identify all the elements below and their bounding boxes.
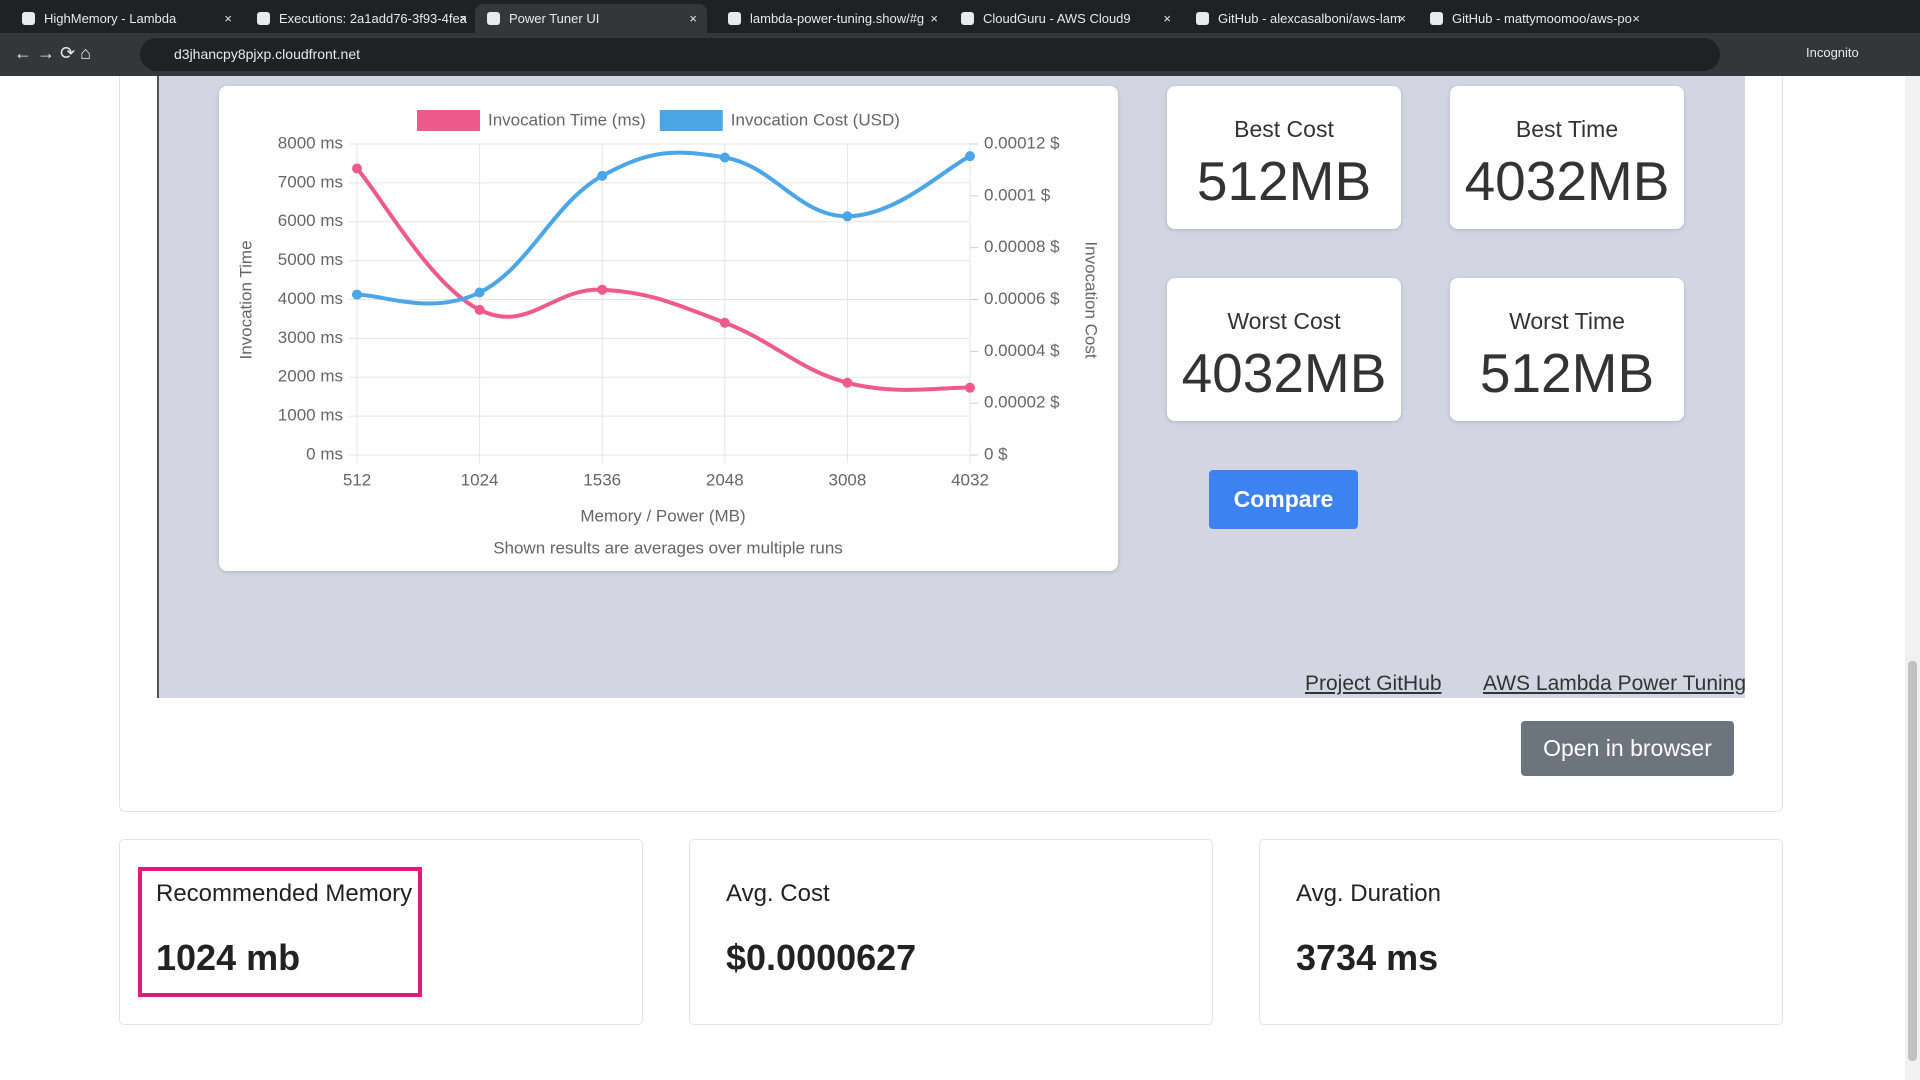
compare-button[interactable]: Compare [1209,470,1358,529]
tab-close[interactable]: × [689,4,697,33]
tab-icon [1196,12,1209,25]
stat-card: Best Cost 512MB [1167,86,1401,229]
tab-close[interactable]: × [930,4,938,33]
tab-title: Power Tuner UI [509,11,599,26]
tab-icon [728,12,741,25]
tab-icon [257,12,270,25]
link[interactable]: AWS Lambda Power Tuning [1483,672,1746,696]
nav-buttons[interactable]: ← → ⟳ ⌂ [14,43,91,64]
tab-close[interactable]: × [1398,4,1406,33]
tab-icon [1430,12,1443,25]
profile[interactable]: Incognito [1806,45,1859,60]
tab[interactable]: GitHub - alexcasalboni/aws-lam× [1184,4,1416,33]
summary-label: Avg. Duration [1296,880,1441,908]
tab-title: Executions: 2a1add76-3f93-4fea [279,11,467,26]
chart-card [219,86,1118,571]
tab-bar: HighMemory - Lambda×Executions: 2a1add76… [0,0,1920,33]
summary-card: Avg. Duration 3734 ms [1259,839,1783,1025]
scroll-thumb[interactable] [1908,661,1917,1061]
tab-close[interactable]: × [1163,4,1171,33]
tab-close[interactable]: × [224,4,232,33]
tab-title: lambda-power-tuning.show/#g [750,11,924,26]
stat-label: Worst Time [1450,308,1684,335]
open-button[interactable]: Open in browser [1521,721,1734,776]
stat-label: Best Cost [1167,116,1401,143]
scrollbar[interactable] [1905,76,1920,1080]
stat-card: Worst Time 512MB [1450,278,1684,421]
link[interactable]: Project GitHub [1305,672,1442,696]
summary-value: $0.0000627 [726,937,916,979]
tab-title: HighMemory - Lambda [44,11,176,26]
stat-card: Best Time 4032MB [1450,86,1684,229]
tab[interactable]: CloudGuru - AWS Cloud9 × [949,4,1181,33]
tab[interactable]: GitHub - mattymoomoo/aws-po× [1418,4,1650,33]
tab-title: GitHub - alexcasalboni/aws-lam [1218,11,1401,26]
tab-icon [22,12,35,25]
tab-title: CloudGuru - AWS Cloud9 [983,11,1131,26]
tab-close[interactable]: × [1632,4,1640,33]
stat-card: Worst Cost 4032MB [1167,278,1401,421]
summary-label: Avg. Cost [726,880,830,908]
tab[interactable]: lambda-power-tuning.show/#g × [716,4,948,33]
tab[interactable]: Executions: 2a1add76-3f93-4fea× [245,4,477,33]
tab-icon [961,12,974,25]
url-field[interactable]: d3jhancpy8pjxp.cloudfront.net [140,38,1720,71]
summary-card: Avg. Cost $0.0000627 [689,839,1213,1025]
tab-close[interactable]: × [459,4,467,33]
tab-icon [487,12,500,25]
summary-value: 3734 ms [1296,937,1438,979]
stat-value: 512MB [1167,149,1401,213]
tab[interactable]: HighMemory - Lambda × [10,4,242,33]
stat-label: Best Time [1450,116,1684,143]
tab[interactable]: Power Tuner UI × [475,4,707,33]
stat-value: 512MB [1450,341,1684,405]
address-bar: ← → ⟳ ⌂ d3jhancpy8pjxp.cloudfront.net In… [0,33,1920,76]
summary-card: Recommended Memory1024 mb [119,839,643,1025]
highlight-box [138,867,422,997]
stat-label: Worst Cost [1167,308,1401,335]
stat-value: 4032MB [1450,149,1684,213]
tab-title: GitHub - mattymoomoo/aws-po [1452,11,1632,26]
stat-value: 4032MB [1167,341,1401,405]
